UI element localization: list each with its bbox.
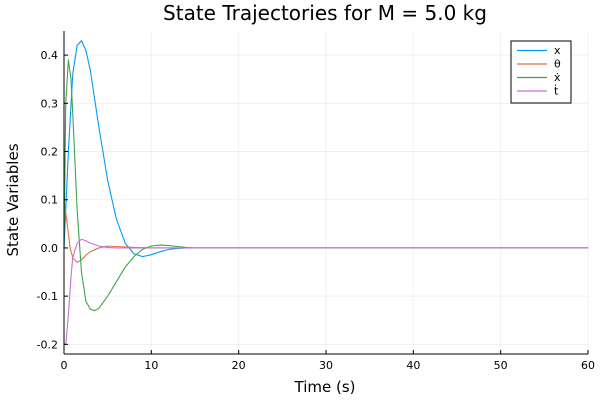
chart-title: State Trajectories for M = 5.0 kg	[163, 1, 487, 25]
grid	[63, 31, 589, 354]
legend-label: ṫ	[554, 84, 559, 98]
y-tick-label: 0.4	[41, 49, 59, 62]
y-tick-labels: -0.2 -0.1 0.0 0.1 0.2 0.3 0.4	[37, 49, 58, 351]
x-tick-labels: 0 10 20 30 40 50 60	[61, 359, 596, 372]
y-tick-label: 0.3	[41, 97, 59, 110]
x-tick-label: 20	[232, 359, 246, 372]
series-layer	[63, 40, 589, 345]
series-line-4	[63, 238, 589, 345]
x-tick-label: 30	[319, 359, 333, 372]
legend-label: θ	[554, 58, 561, 71]
x-tick-label: 0	[61, 359, 68, 372]
y-tick-label: 0.2	[41, 146, 59, 159]
legend-label: ẋ	[554, 71, 561, 84]
y-tick-label: 0.0	[41, 242, 59, 255]
axes	[63, 31, 589, 355]
x-axis-title: Time (s)	[294, 378, 356, 396]
y-tick-label: -0.1	[37, 290, 58, 303]
x-tick-label: 60	[581, 359, 595, 372]
x-tick-label: 50	[494, 359, 508, 372]
x-tick-label: 40	[406, 359, 420, 372]
legend-label: x	[554, 44, 561, 57]
y-axis-title: State Variables	[4, 143, 22, 256]
y-tick-label: -0.2	[37, 338, 58, 351]
y-tick-label: 0.1	[41, 194, 59, 207]
legend-box	[510, 40, 572, 104]
x-tick-label: 10	[144, 359, 158, 372]
